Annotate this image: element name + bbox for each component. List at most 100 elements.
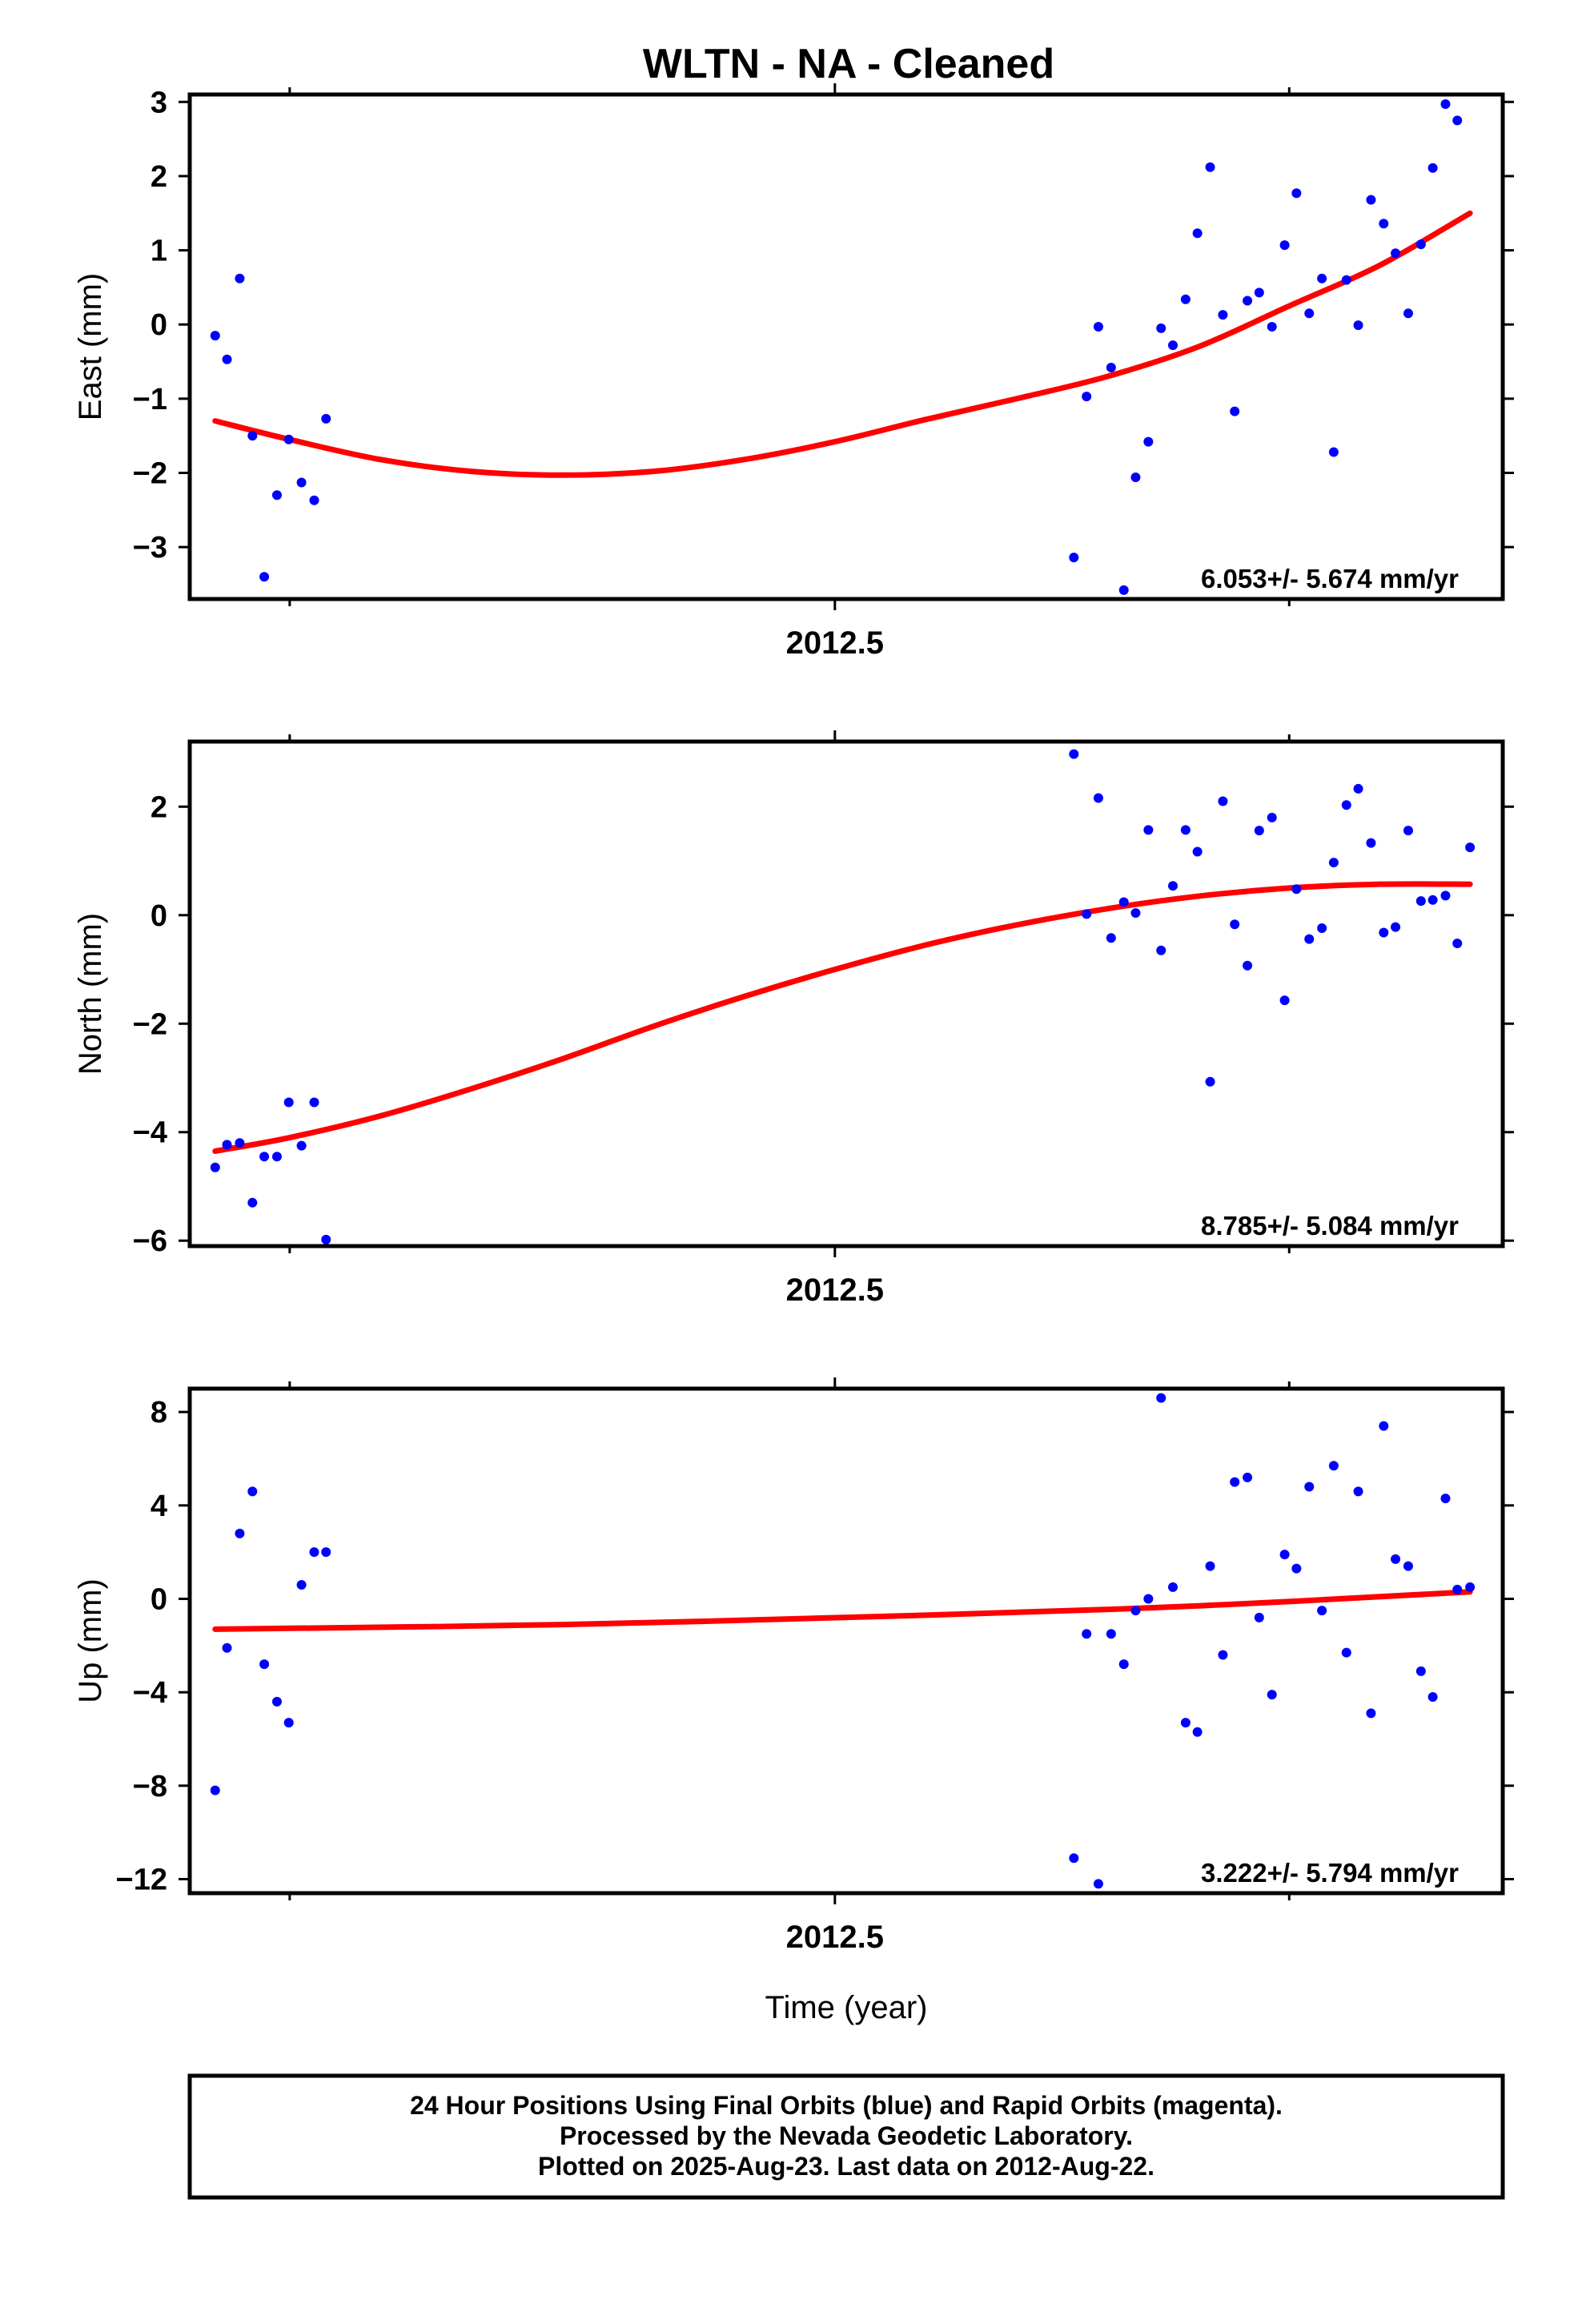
data-point: [1328, 858, 1339, 868]
data-point: [271, 1696, 282, 1707]
x-tick-label: 2012.5: [786, 625, 884, 661]
data-point: [1452, 115, 1463, 126]
y-tick-label: 0: [151, 1583, 167, 1617]
data-point: [1440, 891, 1451, 901]
data-point: [235, 1528, 245, 1538]
y-tick-label: −8: [133, 1770, 167, 1803]
rate-label: 6.053+/- 5.674 mm/yr: [1201, 564, 1459, 593]
y-tick-label: −4: [133, 1116, 167, 1150]
y-tick-label: 1: [151, 235, 167, 268]
data-point: [1366, 195, 1376, 205]
rate-label: 3.222+/- 5.794 mm/yr: [1201, 1858, 1459, 1888]
data-point: [283, 1097, 294, 1108]
data-point: [1440, 1494, 1451, 1504]
data-point: [1243, 1472, 1253, 1482]
data-point: [1069, 553, 1079, 563]
data-point: [1379, 219, 1389, 229]
data-point: [1341, 800, 1351, 810]
data-point: [1254, 826, 1264, 836]
data-point: [283, 1718, 294, 1728]
data-point: [1279, 240, 1290, 251]
data-point: [1254, 1612, 1264, 1622]
data-point: [1093, 1879, 1103, 1889]
y-tick-label: 0: [151, 899, 167, 933]
data-point: [1341, 1647, 1351, 1658]
data-point: [259, 1152, 270, 1162]
data-point: [1427, 1692, 1438, 1702]
rate-label: 8.785+/- 5.084 mm/yr: [1201, 1211, 1459, 1240]
data-point: [309, 1547, 319, 1558]
data-point: [1379, 1421, 1389, 1431]
data-point: [1205, 1561, 1215, 1571]
data-point: [1118, 1659, 1129, 1670]
data-point: [1465, 842, 1476, 853]
y-tick-label: −2: [133, 1007, 167, 1041]
data-point: [1082, 909, 1092, 919]
data-point: [1168, 881, 1178, 891]
panel-1: −3 −2 −1 0 1 2 3 2012.5 East (mm) 6.053+/- 5.674 …: [73, 83, 1514, 661]
data-point: [1267, 321, 1277, 332]
y-tick-label: −12: [116, 1864, 167, 1897]
data-point: [1353, 320, 1363, 331]
data-point: [247, 431, 258, 441]
data-point: [1291, 1563, 1302, 1574]
data-point: [1403, 308, 1413, 319]
data-point: [1328, 1461, 1339, 1471]
data-point: [247, 1486, 258, 1497]
y-tick-label: 2: [151, 790, 167, 824]
data-point: [1415, 239, 1426, 250]
data-point: [1267, 812, 1277, 822]
data-point: [1130, 1606, 1141, 1616]
data-point: [1391, 248, 1401, 259]
data-point: [1267, 1690, 1277, 1700]
fit-curve: [212, 210, 1473, 478]
data-point: [1403, 1561, 1413, 1571]
data-point: [1328, 447, 1339, 457]
chart-title: WLTN - NA - Cleaned: [643, 41, 1054, 87]
data-point: [1093, 321, 1103, 332]
data-point: [1143, 1594, 1154, 1604]
y-tick-label: 2: [151, 160, 167, 194]
data-point: [1452, 939, 1463, 948]
plot-frame: [187, 92, 1505, 601]
data-point: [1243, 960, 1253, 971]
data-point: [259, 1659, 270, 1670]
data-point: [1230, 919, 1240, 930]
data-point: [1230, 1477, 1240, 1487]
footer-line-3: Plotted on 2025-Aug-23. Last data on 201…: [538, 2152, 1154, 2181]
panels: −3 −2 −1 0 1 2 3 2012.5 East (mm) 6.053+/- 5.674 …: [73, 83, 1514, 2025]
data-point: [247, 1197, 258, 1208]
data-point: [1415, 1666, 1426, 1676]
data-point: [1130, 908, 1141, 919]
y-axis-label: North (mm): [73, 913, 108, 1075]
y-tick-label: 0: [151, 308, 167, 342]
data-point: [222, 354, 232, 364]
data-point: [1118, 897, 1129, 907]
data-point: [321, 413, 331, 424]
data-point: [1353, 1486, 1363, 1497]
data-point: [1093, 793, 1103, 803]
data-point: [1156, 323, 1166, 333]
data-point: [271, 490, 282, 501]
footer-line-2: Processed by the Nevada Geodetic Laborat…: [560, 2121, 1133, 2150]
data-point: [1192, 846, 1203, 857]
data-point: [1069, 749, 1079, 759]
data-point: [1205, 162, 1215, 172]
data-point: [1130, 472, 1141, 483]
data-point: [1291, 188, 1302, 199]
fit-curve: [212, 881, 1473, 1154]
data-point: [1106, 1629, 1116, 1639]
data-point: [210, 331, 220, 341]
panel-2: −6 −4 −2 0 2 2012.5 North (mm) 8.785+/- 5.084 m…: [73, 730, 1514, 1308]
data-point: [309, 1097, 319, 1108]
y-tick-label: −2: [133, 457, 167, 491]
data-point: [1341, 275, 1351, 285]
data-point: [1230, 406, 1240, 416]
data-point: [1279, 1550, 1290, 1560]
data-point: [321, 1234, 331, 1244]
data-point: [1082, 1629, 1092, 1639]
data-point: [210, 1785, 220, 1795]
data-point: [1379, 927, 1389, 938]
data-point: [1440, 99, 1451, 110]
data-point: [1465, 1582, 1476, 1592]
